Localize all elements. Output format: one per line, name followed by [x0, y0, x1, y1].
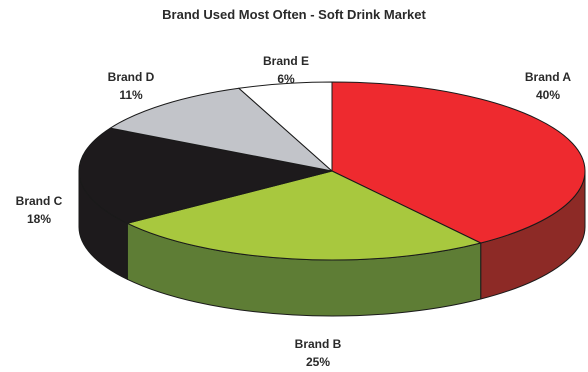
slice-name-brand-d: Brand D — [107, 70, 155, 84]
slice-value-brand-d: 11% — [119, 88, 143, 102]
slice-label-brand-d: Brand D 11% — [96, 68, 166, 104]
pie-slice-brand-e — [238, 81, 333, 172]
slice-value-brand-c: 18% — [26, 212, 52, 226]
slice-value-brand-a: 40% — [535, 88, 561, 102]
slice-label-brand-c: Brand C 18% — [4, 192, 74, 228]
slice-name-brand-a: Brand A — [524, 70, 572, 84]
pie-slice-brand-a — [331, 81, 586, 244]
slice-label-brand-e: Brand E 6% — [251, 52, 321, 88]
slice-label-brand-a: Brand A 40% — [513, 68, 583, 104]
slice-name-brand-b: Brand B — [294, 337, 342, 351]
slice-value-brand-b: 25% — [305, 355, 331, 369]
pie-slice-brand-c — [78, 127, 333, 224]
pie-slice-brand-d — [109, 87, 333, 172]
pie-slice-brand-b — [126, 170, 482, 261]
slice-label-brand-b: Brand B 25% — [283, 335, 353, 371]
chart-title: Brand Used Most Often - Soft Drink Marke… — [162, 7, 426, 22]
slice-name-brand-c: Brand C — [15, 194, 63, 208]
slice-value-brand-e: 6% — [277, 72, 295, 86]
slice-name-brand-e: Brand E — [262, 54, 309, 68]
